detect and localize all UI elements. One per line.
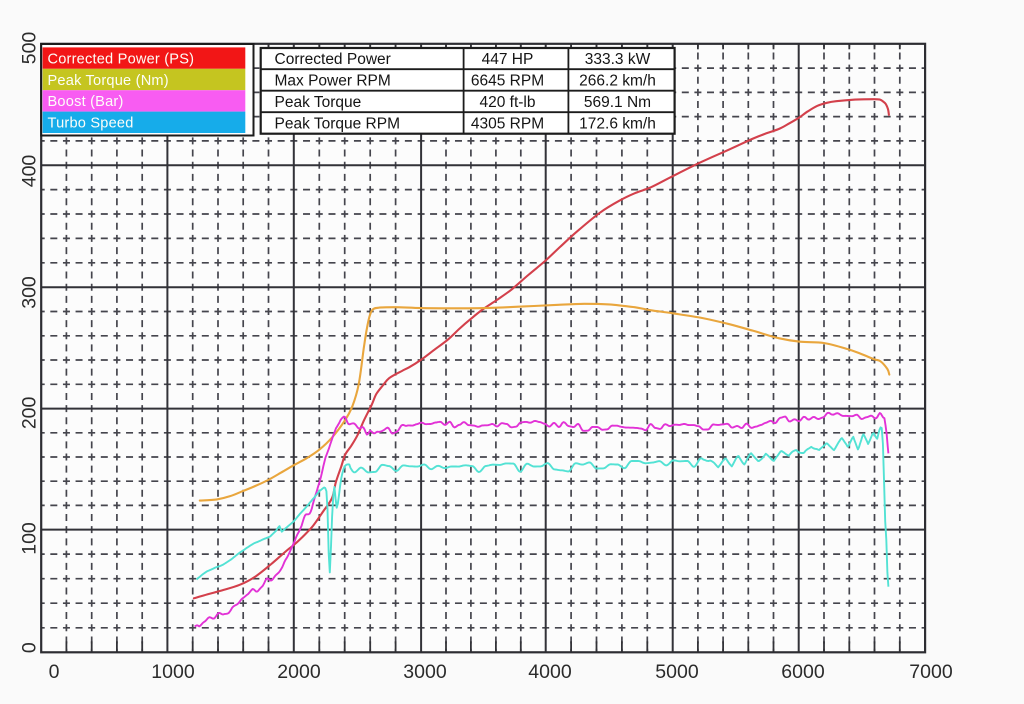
svg-text:200: 200 — [19, 396, 41, 429]
svg-text:Corrected Power: Corrected Power — [275, 51, 391, 68]
svg-text:4000: 4000 — [528, 661, 572, 683]
svg-text:0: 0 — [19, 642, 41, 653]
svg-text:Boost (Bar): Boost (Bar) — [48, 94, 124, 110]
svg-text:100: 100 — [19, 522, 41, 555]
svg-text:400: 400 — [19, 155, 41, 188]
svg-text:Max Power RPM: Max Power RPM — [275, 73, 391, 90]
svg-text:7000: 7000 — [909, 661, 953, 683]
svg-text:Peak Torque RPM: Peak Torque RPM — [275, 115, 401, 132]
svg-text:300: 300 — [19, 276, 41, 309]
svg-text:Corrected Power (PS): Corrected Power (PS) — [48, 51, 195, 67]
svg-text:Peak Torque (Nm): Peak Torque (Nm) — [48, 73, 169, 89]
svg-text:500: 500 — [19, 32, 41, 65]
svg-text:266.2 km/h: 266.2 km/h — [579, 73, 656, 90]
svg-text:6000: 6000 — [781, 661, 825, 683]
svg-text:5000: 5000 — [655, 661, 699, 683]
svg-text:447 HP: 447 HP — [482, 51, 534, 68]
svg-text:333.3 kW: 333.3 kW — [585, 51, 651, 68]
svg-text:6645 RPM: 6645 RPM — [471, 73, 544, 90]
svg-text:0: 0 — [49, 661, 60, 683]
svg-text:Turbo Speed: Turbo Speed — [48, 116, 134, 132]
svg-text:4305 RPM: 4305 RPM — [471, 115, 544, 132]
svg-text:172.6 km/h: 172.6 km/h — [579, 115, 656, 132]
svg-text:569.1 Nm: 569.1 Nm — [584, 94, 651, 111]
svg-text:2000: 2000 — [277, 661, 321, 683]
svg-text:1000: 1000 — [151, 661, 195, 683]
svg-text:3000: 3000 — [403, 661, 447, 683]
svg-text:Peak Torque: Peak Torque — [275, 94, 362, 111]
svg-text:420 ft-lb: 420 ft-lb — [479, 94, 535, 111]
